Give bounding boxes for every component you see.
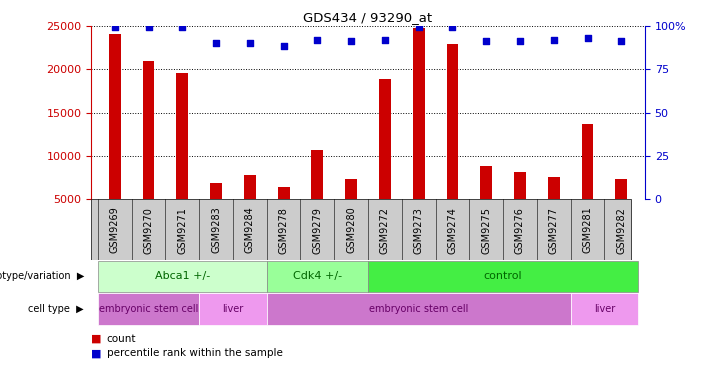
Bar — [571, 294, 638, 325]
Point — [582, 35, 593, 41]
Bar — [548, 177, 559, 199]
Text: GSM9275: GSM9275 — [481, 207, 491, 254]
Point — [515, 38, 526, 44]
Text: GSM9276: GSM9276 — [515, 207, 525, 254]
Bar — [311, 150, 323, 199]
Text: GSM9273: GSM9273 — [414, 207, 423, 254]
Text: GSM9278: GSM9278 — [278, 207, 289, 254]
Point — [447, 25, 458, 30]
Text: Abca1 +/-: Abca1 +/- — [155, 271, 210, 281]
Text: ■: ■ — [91, 333, 102, 344]
Text: liver: liver — [222, 304, 243, 314]
Point — [143, 25, 154, 30]
Bar — [98, 294, 199, 325]
Text: GSM9270: GSM9270 — [144, 207, 154, 254]
Bar — [615, 179, 627, 199]
Point — [379, 37, 390, 42]
Text: GSM9272: GSM9272 — [380, 207, 390, 254]
Text: count: count — [107, 333, 136, 344]
Text: percentile rank within the sample: percentile rank within the sample — [107, 348, 283, 358]
Bar — [345, 179, 357, 199]
Text: GSM9282: GSM9282 — [616, 207, 626, 254]
Bar — [98, 261, 266, 292]
Bar — [514, 172, 526, 199]
Bar — [142, 61, 154, 199]
Text: GSM9283: GSM9283 — [211, 207, 221, 254]
Bar — [177, 74, 188, 199]
Bar — [447, 44, 458, 199]
Text: GSM9284: GSM9284 — [245, 207, 255, 254]
Point — [548, 37, 559, 42]
Bar — [480, 165, 492, 199]
Text: liver: liver — [594, 304, 615, 314]
Text: GSM9271: GSM9271 — [177, 207, 187, 254]
Title: GDS434 / 93290_at: GDS434 / 93290_at — [304, 11, 433, 25]
Bar — [266, 261, 368, 292]
Text: GSM9269: GSM9269 — [110, 207, 120, 254]
Text: GSM9277: GSM9277 — [549, 207, 559, 254]
Point — [413, 25, 424, 30]
Point — [312, 37, 323, 42]
Point — [278, 44, 290, 49]
Text: control: control — [484, 271, 522, 281]
Text: Cdk4 +/-: Cdk4 +/- — [293, 271, 342, 281]
Bar — [368, 261, 638, 292]
Point — [210, 40, 222, 46]
Bar — [413, 28, 425, 199]
Bar — [244, 175, 256, 199]
Bar — [266, 294, 571, 325]
Text: GSM9281: GSM9281 — [583, 207, 592, 254]
Text: embryonic stem cell: embryonic stem cell — [369, 304, 468, 314]
Point — [346, 38, 357, 44]
Text: embryonic stem cell: embryonic stem cell — [99, 304, 198, 314]
Bar — [210, 183, 222, 199]
Point — [481, 38, 492, 44]
Bar — [278, 187, 290, 199]
Point — [109, 25, 121, 30]
Point — [244, 40, 255, 46]
Point — [615, 38, 627, 44]
Text: GSM9274: GSM9274 — [447, 207, 458, 254]
Bar — [379, 79, 391, 199]
Text: cell type  ▶: cell type ▶ — [29, 304, 84, 314]
Text: genotype/variation  ▶: genotype/variation ▶ — [0, 271, 84, 281]
Text: GSM9280: GSM9280 — [346, 207, 356, 254]
Bar — [109, 34, 121, 199]
Text: ■: ■ — [91, 348, 102, 358]
Bar — [582, 124, 594, 199]
Bar — [199, 294, 266, 325]
Text: GSM9279: GSM9279 — [313, 207, 322, 254]
Point — [177, 25, 188, 30]
